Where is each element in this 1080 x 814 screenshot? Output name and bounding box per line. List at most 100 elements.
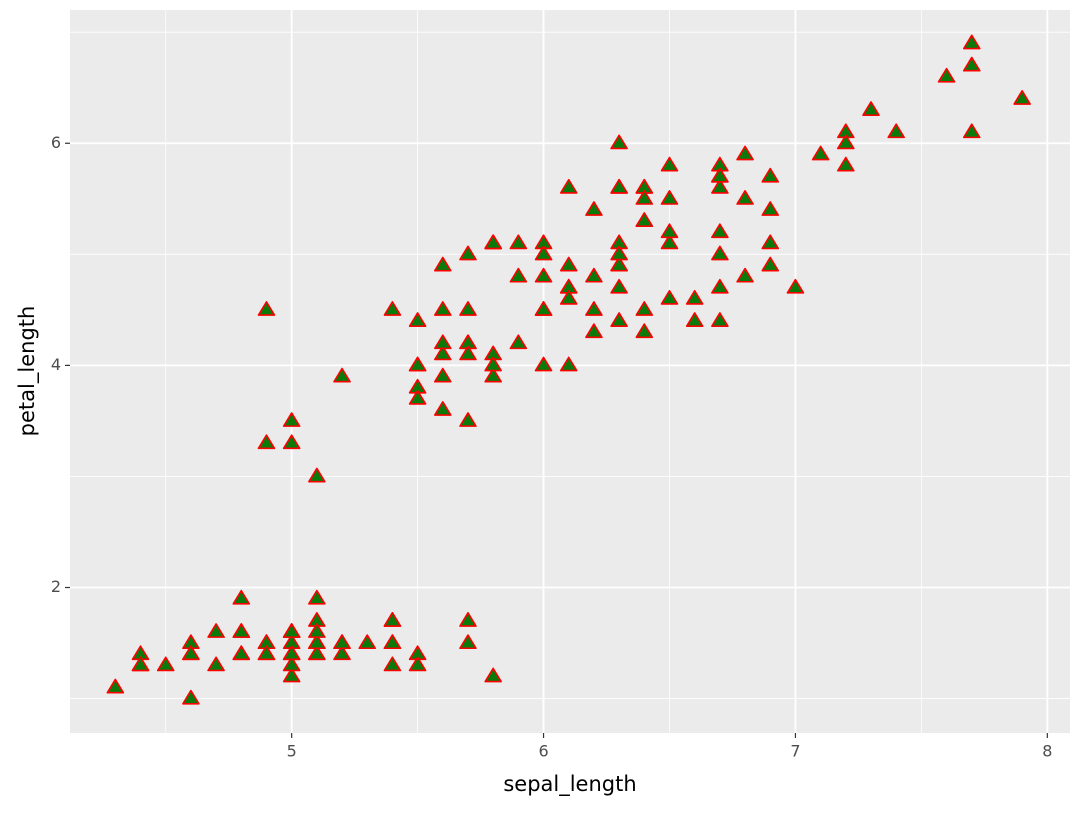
point — [182, 645, 200, 661]
point — [937, 67, 956, 83]
point — [459, 345, 477, 361]
y-tick-label: 6 — [51, 133, 61, 152]
point — [459, 634, 477, 650]
point — [534, 267, 553, 283]
point — [711, 167, 729, 183]
point — [685, 312, 704, 327]
point — [635, 301, 654, 316]
point — [282, 656, 301, 672]
point — [610, 256, 628, 272]
point — [887, 123, 905, 139]
point — [433, 345, 452, 361]
point — [383, 656, 402, 672]
point — [786, 278, 805, 294]
x-axis-title: sepal_length — [503, 772, 636, 797]
point — [484, 356, 502, 372]
point — [660, 223, 679, 239]
point — [610, 312, 628, 327]
point — [358, 634, 377, 650]
point — [962, 34, 981, 50]
point — [559, 256, 578, 272]
point — [761, 256, 780, 272]
y-axis-title: petal_length — [15, 306, 40, 437]
point — [282, 623, 301, 638]
point — [711, 223, 729, 239]
point — [610, 178, 628, 194]
point — [433, 301, 452, 316]
point — [509, 234, 528, 250]
point — [585, 301, 603, 316]
point — [484, 667, 502, 683]
point — [433, 401, 452, 416]
point — [761, 234, 780, 250]
point — [182, 689, 200, 705]
point — [459, 245, 477, 261]
point — [433, 367, 452, 383]
point — [559, 356, 578, 372]
point — [484, 234, 502, 250]
point — [660, 190, 679, 205]
point — [308, 645, 326, 661]
point — [962, 123, 981, 139]
point — [333, 367, 351, 383]
point — [635, 212, 654, 228]
point — [534, 245, 553, 261]
point — [534, 356, 553, 372]
point — [383, 612, 402, 627]
point — [685, 289, 704, 305]
point — [408, 356, 427, 372]
y-tick-label: 2 — [51, 577, 61, 596]
x-tick-label: 6 — [538, 742, 548, 761]
point — [509, 267, 528, 283]
point — [232, 645, 251, 661]
point — [257, 434, 276, 450]
point — [257, 301, 276, 316]
point — [736, 190, 754, 205]
point — [383, 634, 402, 650]
point — [459, 301, 477, 316]
panel — [70, 10, 1070, 733]
point — [660, 289, 679, 305]
point — [308, 467, 326, 483]
point — [433, 256, 452, 272]
point — [862, 101, 880, 116]
point — [408, 389, 427, 405]
point — [459, 412, 477, 427]
point — [232, 589, 251, 605]
point — [484, 367, 502, 383]
x-tick-label: 8 — [1042, 742, 1052, 761]
point — [585, 323, 603, 339]
point — [282, 667, 301, 683]
point — [131, 656, 150, 672]
point — [761, 167, 780, 183]
point — [282, 645, 301, 661]
point — [660, 234, 679, 250]
point — [282, 412, 301, 427]
point — [408, 312, 427, 327]
point — [761, 201, 780, 216]
point — [635, 323, 654, 339]
point — [333, 645, 351, 661]
point — [257, 645, 276, 661]
point — [308, 623, 326, 638]
point — [207, 623, 225, 638]
point — [156, 656, 175, 672]
point — [610, 278, 628, 294]
point — [585, 201, 603, 216]
point — [736, 267, 754, 283]
point — [660, 156, 679, 172]
point — [610, 245, 628, 261]
point — [736, 145, 754, 161]
point — [711, 312, 729, 327]
point — [534, 301, 553, 316]
point — [610, 134, 628, 150]
point — [837, 134, 855, 150]
x-tick-label: 7 — [790, 742, 800, 761]
point — [509, 334, 528, 350]
point — [207, 656, 225, 672]
point — [559, 289, 578, 305]
point — [333, 634, 351, 650]
point — [711, 245, 729, 261]
point — [308, 589, 326, 605]
